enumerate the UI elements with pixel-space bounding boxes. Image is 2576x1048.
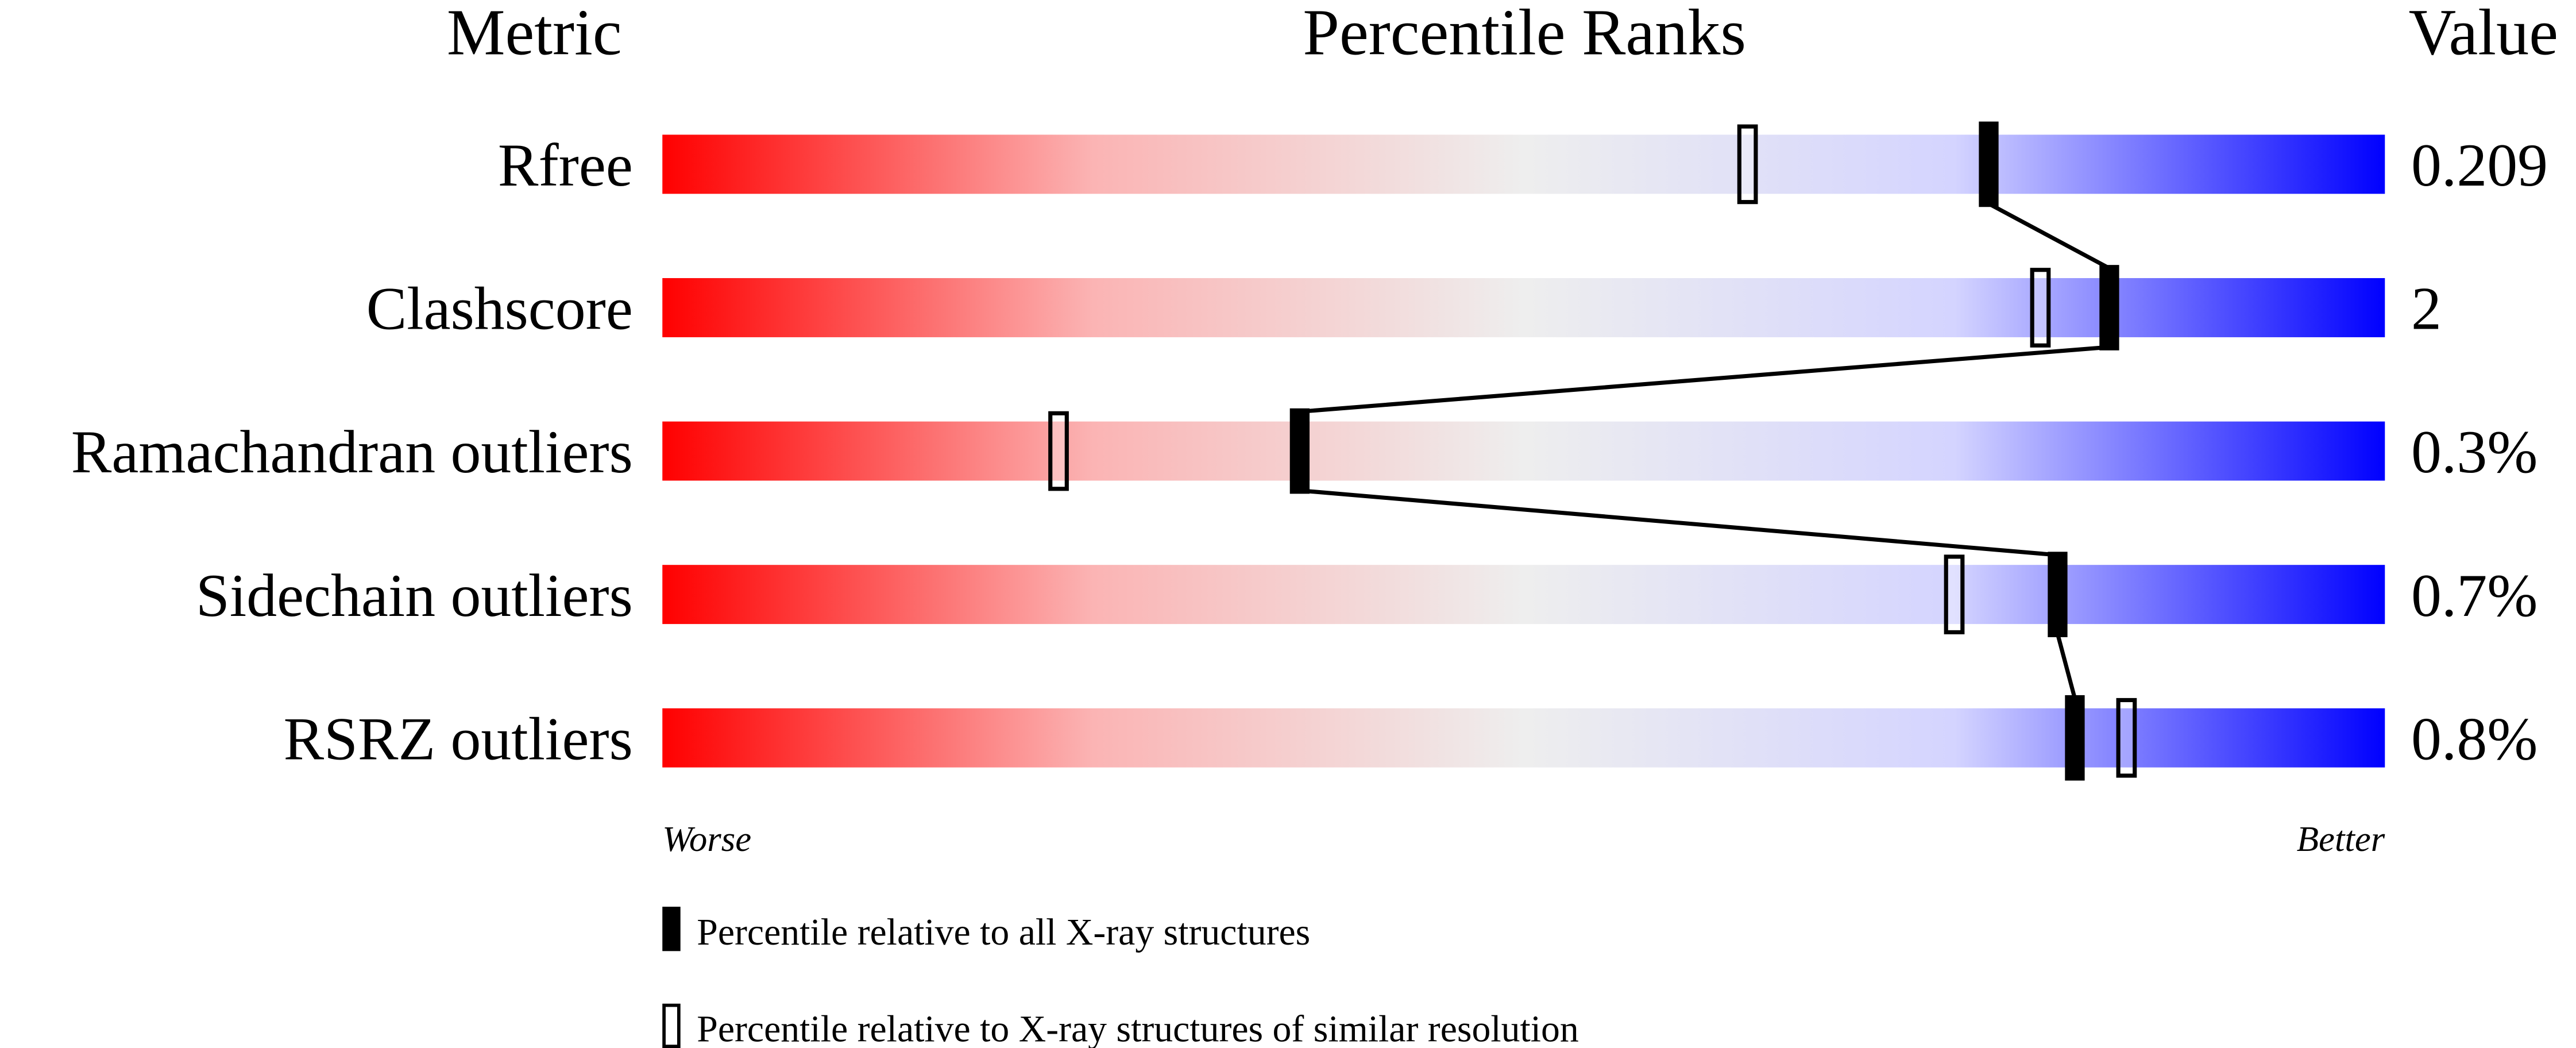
metric-value: 0.209 bbox=[2411, 132, 2548, 199]
marker-similar-resolution bbox=[1048, 411, 1069, 491]
legend-filled-marker bbox=[662, 907, 681, 951]
legend-label-similar: Percentile relative to X-ray structures … bbox=[697, 1008, 1578, 1048]
metric-label: Ramachandran outliers bbox=[71, 418, 633, 486]
percentile-bar bbox=[662, 708, 2385, 768]
marker-all-structures bbox=[2099, 265, 2119, 350]
marker-all-structures bbox=[2048, 552, 2068, 637]
marker-similar-resolution bbox=[1737, 124, 1758, 205]
metric-label: Clashscore bbox=[366, 275, 633, 342]
metric-label: RSRZ outliers bbox=[284, 705, 633, 772]
metric-label: Rfree bbox=[498, 132, 633, 199]
header-value: Value bbox=[2409, 0, 2558, 68]
legend-label-all: Percentile relative to all X-ray structu… bbox=[697, 911, 1310, 953]
marker-all-structures bbox=[1289, 408, 1310, 494]
axis-label-better: Better bbox=[2297, 819, 2385, 859]
axis-label-worse: Worse bbox=[662, 819, 751, 859]
metric-value: 0.3% bbox=[2411, 418, 2538, 486]
legend-open-marker bbox=[662, 1003, 681, 1048]
marker-all-structures bbox=[2065, 695, 2085, 781]
percentile-bar bbox=[662, 565, 2385, 625]
metric-label: Sidechain outliers bbox=[196, 562, 633, 629]
marker-similar-resolution bbox=[1944, 554, 1965, 634]
marker-similar-resolution bbox=[2116, 698, 2137, 778]
metric-value: 0.7% bbox=[2411, 562, 2538, 629]
marker-similar-resolution bbox=[2030, 268, 2051, 348]
percentile-bar bbox=[662, 134, 2385, 194]
header-percentile-ranks: Percentile Ranks bbox=[1303, 0, 1746, 68]
metric-value: 0.8% bbox=[2411, 705, 2538, 772]
percentile-bar bbox=[662, 278, 2385, 337]
header-metric: Metric bbox=[447, 0, 622, 68]
marker-all-structures bbox=[1979, 121, 1999, 207]
metric-value: 2 bbox=[2411, 275, 2442, 342]
percentile-bar bbox=[662, 421, 2385, 481]
